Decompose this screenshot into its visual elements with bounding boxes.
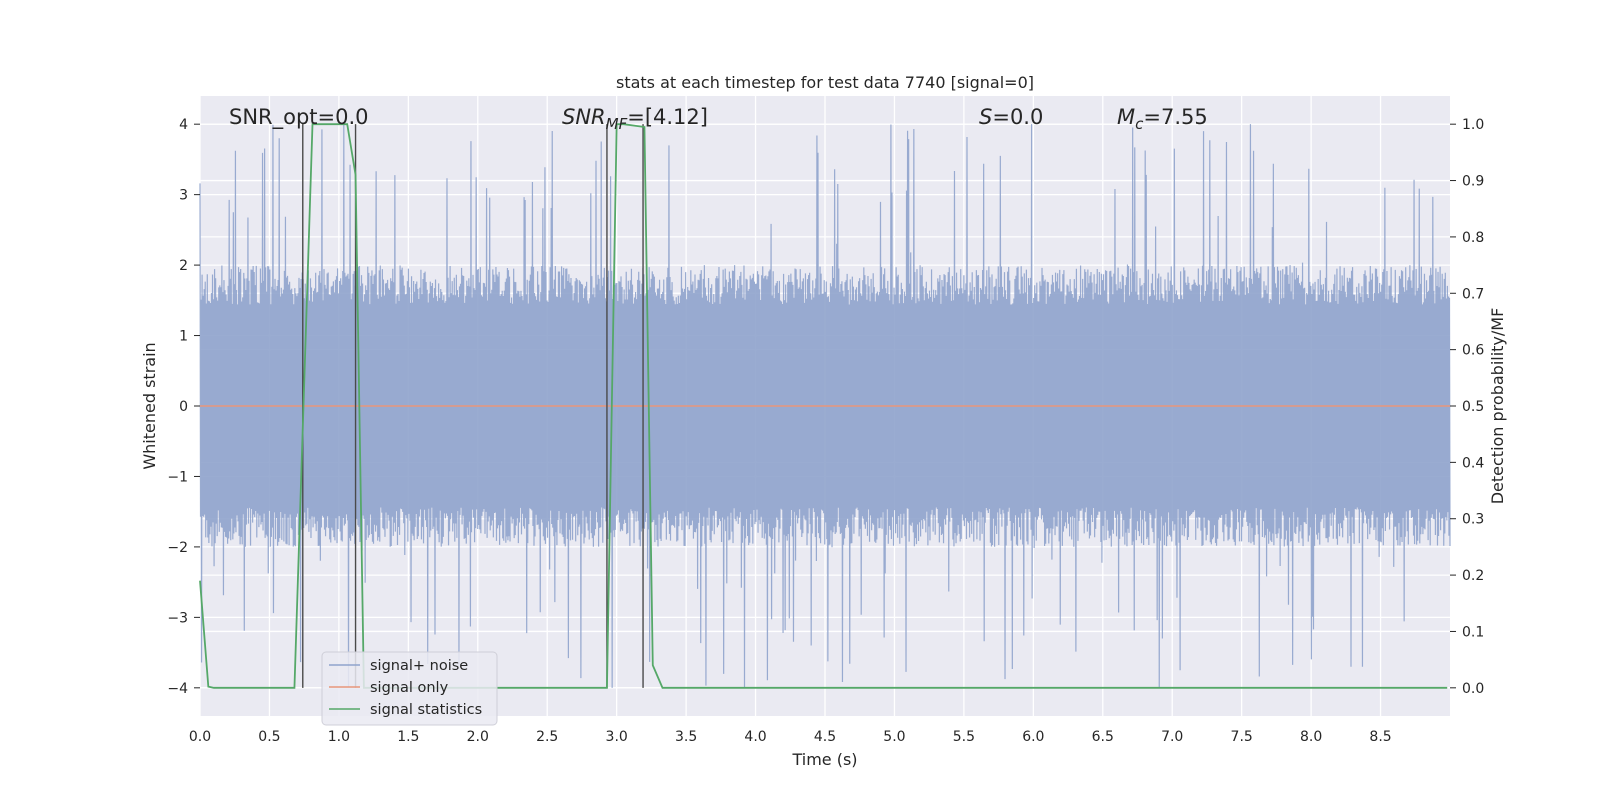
mc-subscript: c: [1135, 115, 1144, 133]
x-tick-label: 2.5: [536, 729, 558, 745]
legend: signal+ noise signal only signal statist…: [321, 651, 498, 726]
s-value: =0.0: [992, 105, 1043, 129]
legend-label-signal-only: signal only: [370, 680, 449, 696]
annotation-snr-mf: SNRMF=[4.12]: [562, 105, 708, 133]
x-tick-label: 0.0: [189, 729, 211, 745]
y-right-tick-label: 0.5: [1462, 399, 1484, 415]
y-left-tick-label: −4: [167, 681, 188, 697]
x-tick-label: 6.5: [1092, 729, 1114, 745]
x-tick-label: 3.5: [675, 729, 697, 745]
mc-value: =7.55: [1143, 105, 1207, 129]
x-tick-label: 4.5: [814, 729, 836, 745]
y-left-tick-label: −2: [167, 540, 188, 556]
annotation-snr-opt: SNR_opt=0.0: [229, 105, 369, 130]
y-right-tick-label: 0.4: [1462, 455, 1484, 471]
y-right-tick-label: 0.9: [1462, 174, 1484, 190]
y-left-tick-label: 0: [179, 399, 188, 415]
legend-label-signal-noise: signal+ noise: [370, 658, 468, 674]
x-tick-label: 6.0: [1022, 729, 1044, 745]
y-right-tick-label: 0.0: [1462, 681, 1484, 697]
y-left-tick-label: 4: [179, 117, 188, 133]
x-tick-label: 8.5: [1369, 729, 1391, 745]
x-tick-label: 1.5: [397, 729, 419, 745]
chart-title: stats at each timestep for test data 774…: [616, 73, 1034, 92]
y-right-tick-label: 0.1: [1462, 624, 1484, 640]
annotation-s: S=0.0: [979, 105, 1043, 129]
y-right-tick-label: 0.7: [1462, 286, 1484, 302]
s-symbol: S: [979, 105, 992, 129]
snr-mf-value: =[4.12]: [627, 105, 708, 129]
y-right-axis-ticks: 0.0 0.1 0.2 0.3 0.4 0.5 0.6 0.7 0.8 0.9 1.0: [1450, 117, 1484, 697]
x-axis-label: Time (s): [791, 750, 857, 769]
y-left-axis-ticks: −4 −3 −2 −1 0 1 2 3 4: [167, 117, 200, 697]
y-right-tick-label: 0.2: [1462, 568, 1484, 584]
snr-mf-base: SNR: [562, 105, 606, 129]
y-left-tick-label: 1: [179, 329, 188, 345]
x-tick-label: 3.0: [606, 729, 628, 745]
y-right-tick-label: 1.0: [1462, 117, 1484, 133]
y-right-tick-label: 0.3: [1462, 512, 1484, 528]
x-tick-label: 7.5: [1231, 729, 1253, 745]
y-left-axis-label: Whitened strain: [140, 342, 159, 469]
y-left-tick-label: 2: [179, 258, 188, 274]
signal-noise-line: [199, 124, 1451, 688]
annotation-mc: Mc=7.55: [1117, 105, 1208, 133]
x-tick-label: 7.0: [1161, 729, 1183, 745]
y-left-tick-label: −1: [167, 469, 188, 485]
legend-box: [321, 651, 498, 726]
x-tick-label: 1.0: [328, 729, 350, 745]
x-tick-label: 5.0: [883, 729, 905, 745]
mc-base: M: [1117, 105, 1135, 129]
x-axis-ticks: 0.0 0.5 1.0 1.5 2.0 2.5 3.0 3.5 4.0 4.5 5.0 5.5 6.0 6…: [189, 729, 1392, 745]
y-right-tick-label: 0.6: [1462, 343, 1484, 359]
x-tick-label: 8.0: [1300, 729, 1322, 745]
x-tick-label: 4.0: [744, 729, 766, 745]
x-tick-label: 5.5: [953, 729, 975, 745]
x-tick-label: 0.5: [258, 729, 280, 745]
legend-label-signal-statistics: signal statistics: [370, 702, 482, 718]
y-right-tick-label: 0.8: [1462, 230, 1484, 246]
y-right-axis-label: Detection probability/MF: [1488, 308, 1507, 505]
signal-noise-series: [199, 124, 1451, 688]
snr-mf-subscript: MF: [606, 115, 628, 133]
y-left-tick-label: 3: [179, 188, 188, 204]
x-tick-label: 2.0: [467, 729, 489, 745]
y-left-tick-label: −3: [167, 610, 188, 626]
